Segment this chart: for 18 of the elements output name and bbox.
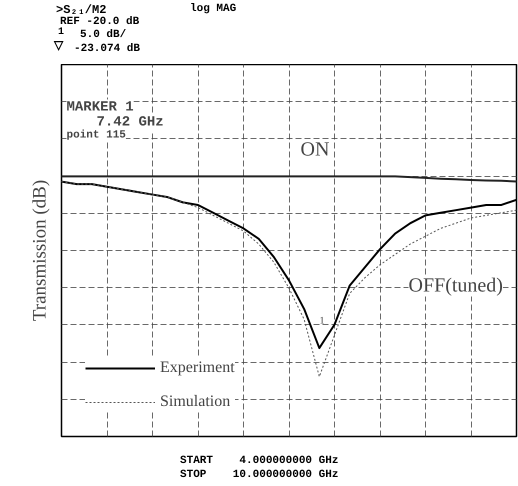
text: 7.42 GHz [96, 114, 164, 130]
legend-label: Simulation [160, 393, 230, 411]
text: ON [300, 138, 330, 160]
text: START 4.000000000 GHz [180, 455, 338, 467]
text: MARKER 1 [66, 100, 134, 116]
text: >S₂₁/M2 [56, 3, 106, 17]
annotation: 1 [320, 316, 324, 326]
text: STOP 10.000000000 GHz [180, 469, 338, 481]
text: point 115 [66, 130, 126, 142]
annotation: OFF(tuned) [408, 274, 503, 296]
text: 1 [58, 27, 64, 38]
legend-label: Experiment [160, 359, 235, 377]
text: ▽ [54, 39, 63, 53]
text: 5.0 dB/ [80, 29, 126, 41]
text: log MAG [190, 3, 236, 15]
text: REF -20.0 dB [60, 16, 140, 28]
y-axis-title: Transmission (dB) [30, 180, 50, 322]
text: -23.074 dB [74, 43, 140, 55]
